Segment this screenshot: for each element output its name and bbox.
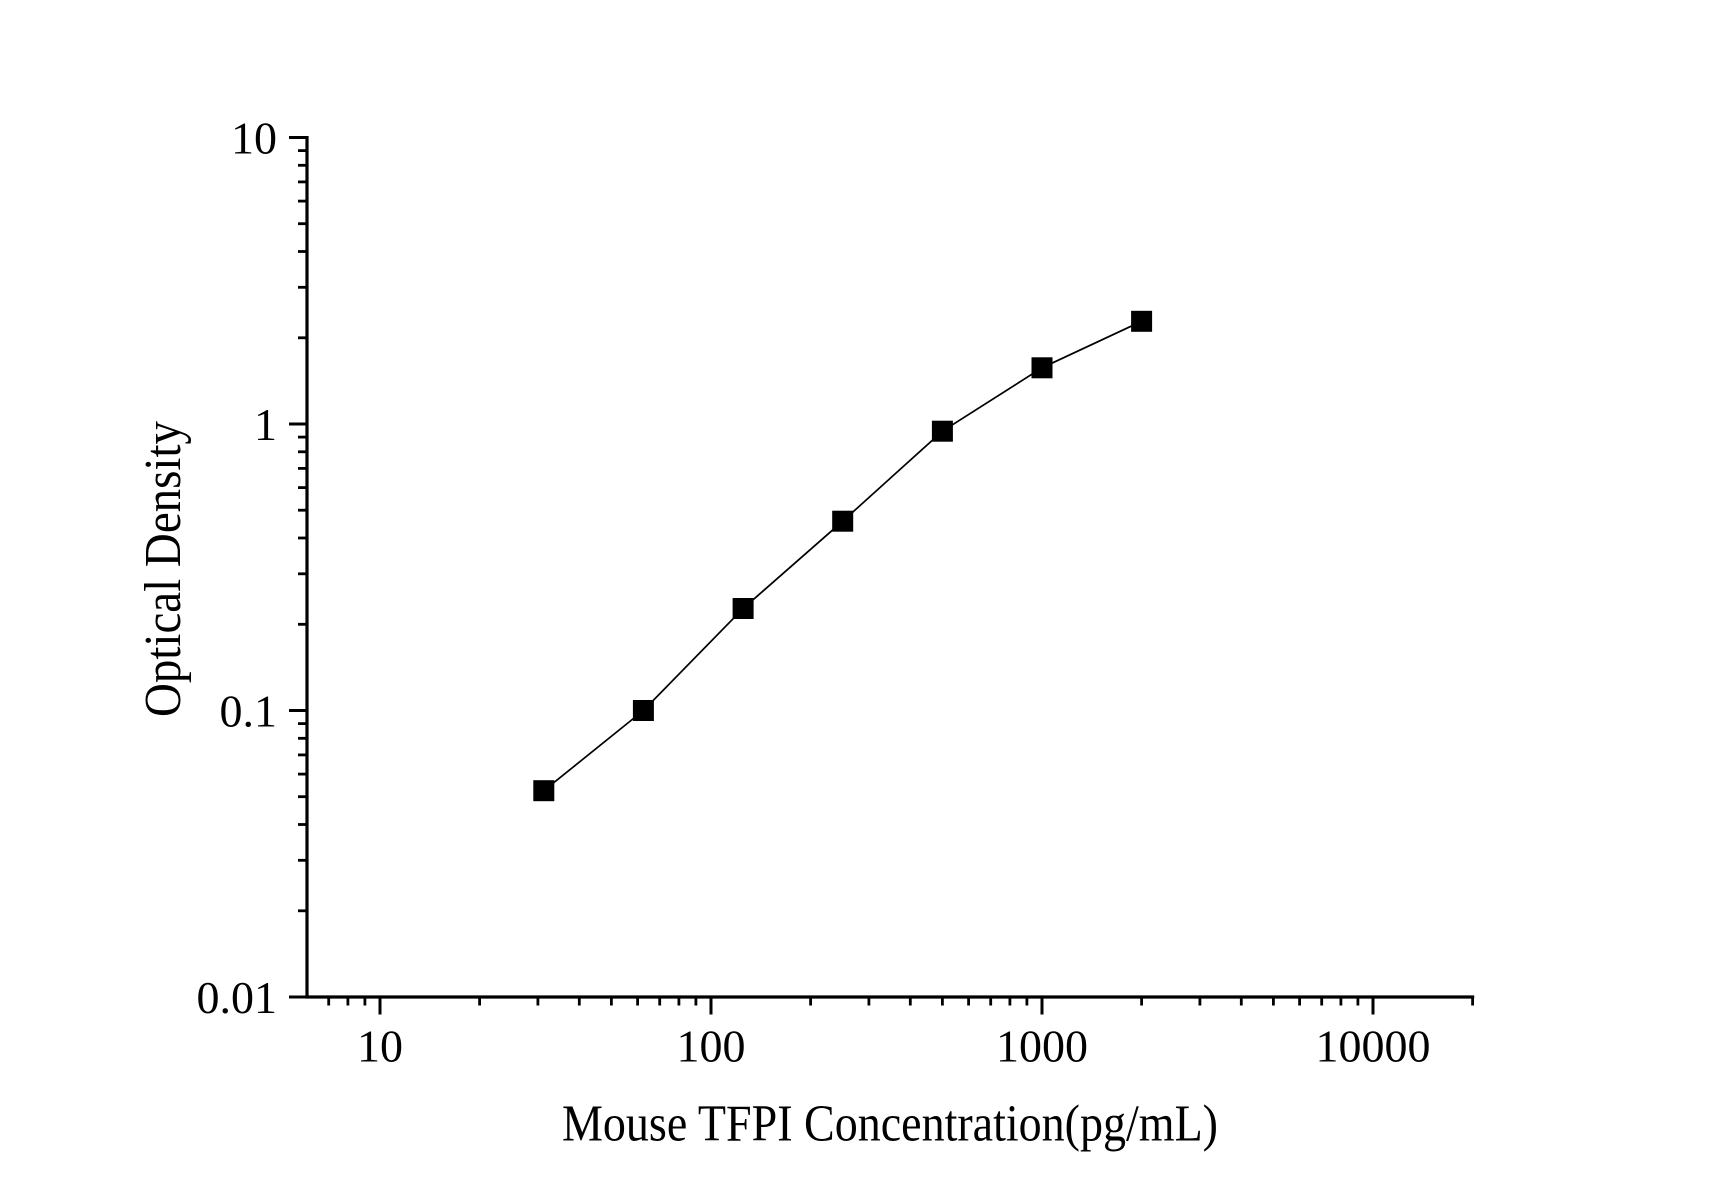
svg-text:100: 100 <box>677 1021 746 1072</box>
svg-text:0.1: 0.1 <box>220 685 278 736</box>
svg-text:1000: 1000 <box>996 1021 1088 1072</box>
svg-text:Mouse TFPI Concentration(pg/mL: Mouse TFPI Concentration(pg/mL) <box>562 1096 1218 1153</box>
svg-text:10000: 10000 <box>1316 1021 1431 1072</box>
svg-text:0.01: 0.01 <box>197 972 278 1023</box>
svg-text:1: 1 <box>254 399 277 450</box>
svg-text:Optical Density: Optical Density <box>135 421 192 717</box>
svg-text:10: 10 <box>231 112 277 163</box>
svg-text:10: 10 <box>357 1021 403 1072</box>
